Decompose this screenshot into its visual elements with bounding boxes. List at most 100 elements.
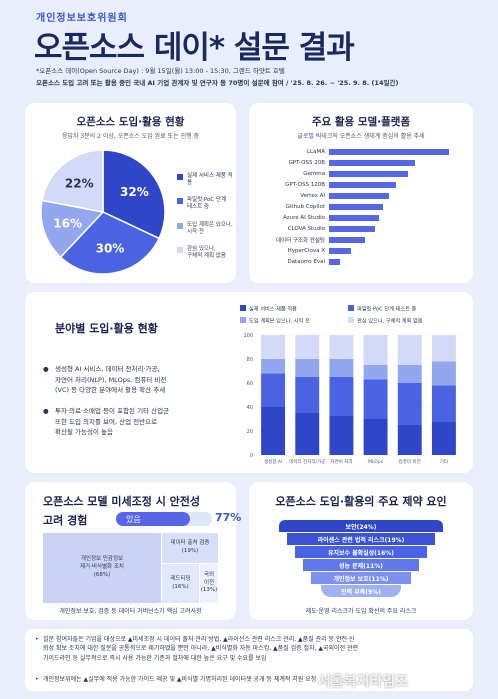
constraint-bar: 성능 문제(11%)	[303, 559, 419, 571]
stacked-bar-segment	[329, 377, 354, 416]
pie-slice	[59, 211, 161, 275]
model-bar-row: GPT-OSS 20B	[259, 159, 416, 167]
legend-label: 파일럿·PoC 단계 테스트 중	[357, 305, 417, 313]
bullet-dot: ●	[43, 407, 49, 415]
model-bar	[329, 193, 389, 199]
x-tick-label: 기타	[440, 458, 449, 465]
legend-swatch	[177, 246, 183, 253]
treemap-cell-privacy: 개인정보 민감정보 제거·비식별화 조치 (68%)	[43, 533, 161, 603]
constraint-bar: 개인정보 보호(11%)	[311, 572, 411, 584]
treemap-cell-transfer: 국외 이전 (13%)	[200, 564, 218, 603]
legend-label: 도입 계획은 있으나, 시작 전	[249, 317, 310, 325]
constraint-bar: 보안(24%)	[279, 520, 443, 532]
x-tick-label: 데이터 전처리/가공	[289, 458, 325, 465]
experience-yes-label: 있음	[126, 515, 141, 524]
model-bar-row: Github Copilot	[259, 203, 383, 211]
treemap-line: 데이터 출처 검증	[170, 540, 210, 547]
note-line: 뢰성 확보 조치에 대한 질문을 공통적으로 제기하였을 뿐만 아니라, ▲비식…	[43, 645, 359, 653]
experience-progress: 있음	[116, 512, 212, 526]
model-bar-label: 데이터 구조화 컨설팅	[275, 238, 325, 244]
treemap-line: 이전	[203, 579, 215, 586]
bullet-line: 투자·의료·소매업 등이 포함된 기타 산업군	[55, 407, 170, 415]
legend-swatch	[240, 305, 246, 311]
finetune-title: 오픈소스 모델 미세조정 시 안전성	[43, 495, 200, 508]
legend-swatch	[348, 317, 354, 323]
y-tick-label: 60	[247, 381, 253, 387]
legend-item: 파일럿·PoC 단계 테스트 중	[177, 197, 235, 211]
model-bar-row: Dataorro Eval	[259, 258, 340, 266]
model-bar-label: Azure AI Studio	[282, 215, 325, 221]
finetune-label: 고려 경험	[43, 514, 88, 527]
model-bar-label: CLOVA Studio	[287, 226, 325, 232]
model-bar	[329, 215, 380, 221]
treemap-line: (19%)	[181, 548, 199, 554]
note-item: • 개인정보위에는 ▲실무에 적용 가능한 가이드 제공 및 ▲비식별 가명처리…	[35, 675, 463, 684]
org-label: 개인정보보호위원회	[36, 13, 128, 24]
bullet-line: 또한 도입 의지를 보여, 산업 전반으로	[55, 417, 158, 426]
note-line: 가이드라인 등 실무적으로 즉시 사용 가능한 기준과 절차에 대한 높은 요구…	[43, 654, 267, 662]
stacked-bar-segment	[329, 359, 354, 377]
stacked-bar-segment	[363, 335, 388, 365]
survey-summary: 오픈소스 도입 고려 또는 활용 중인 국내 AI 기업 관계자 및 연구자 등…	[36, 79, 399, 87]
stacked-bar-segment	[397, 425, 422, 455]
sector-title: 분야별 도입·활용 현황	[55, 322, 158, 335]
constraint-bar: 유지보수 불확실성(16%)	[295, 546, 427, 558]
stacked-bar-segment	[295, 335, 320, 359]
legend-line: 구체적 계획 없음	[187, 252, 226, 259]
constraints-card: 오픈소스 도입·활용의 주요 제약 요인 보안(24%) 라이센스 관련 법적 …	[249, 482, 473, 620]
x-tick-label: 생성형 AI	[264, 458, 282, 465]
legend-line: 실제 서비스·제품 적용	[187, 173, 233, 187]
pie-value-label: 22%	[65, 176, 94, 190]
bullet-dot: •	[35, 676, 39, 683]
treemap-line: 제거·비식별화 조치	[80, 564, 124, 571]
pie-value-label: 30%	[96, 242, 125, 256]
stacked-bar-segment	[295, 413, 320, 455]
model-bar-row: GPT-OSS 120B	[259, 181, 397, 189]
models-title: 주요 활용 모델·플랫폼	[311, 116, 411, 128]
stacked-bar-segment	[363, 379, 388, 419]
model-bar-label: GPT-OSS 20B	[288, 160, 325, 166]
model-bar	[329, 149, 449, 155]
stacked-bar-segment	[397, 335, 422, 365]
legend-item: 실제 서비스·제품 적용	[177, 173, 235, 187]
stacked-bar-segment	[431, 335, 456, 362]
legend-line: 테스트 중	[187, 204, 209, 211]
stacked-bar-segment	[431, 385, 456, 422]
treemap-cell-redteam: 레드티밍 (16%)	[162, 564, 199, 603]
stacked-bar-segment	[431, 361, 456, 386]
finetune-card: 오픈소스 모델 미세조정 시 안전성 고려 경험 있음 77% 개인정보 민감정…	[25, 482, 241, 620]
pie-value-label: 16%	[53, 216, 82, 230]
model-bar	[329, 259, 340, 265]
model-bar	[329, 237, 365, 243]
bullet-line: 생성형 AI 서비스, 데이터 전처리·가공,	[55, 365, 160, 373]
model-bar-row: 데이터 구조화 컨설팅	[259, 236, 365, 244]
model-bar-row: Gemma	[259, 170, 409, 178]
finetune-footer: 개인정보 보호, 검증 등 데이터 거버넌스가 핵심 고려사항	[59, 608, 202, 615]
page-title: 오픈소스 데이* 설문 결과	[34, 30, 355, 66]
stacked-bar-segment	[363, 419, 388, 455]
legend-line: 도입 계획은 있으나,	[187, 221, 233, 228]
y-tick-label: 20	[247, 429, 253, 435]
legend-line: 관심 있으나,	[187, 245, 216, 252]
legend-line: 파일럿·PoC 단계	[187, 197, 227, 204]
model-bar	[329, 160, 416, 166]
bullet-line: (VC) 등 다양한 분야에서 활용 확산 추세	[55, 386, 166, 395]
model-bar-row: HyperClova X	[259, 247, 351, 255]
watermark: 서울복지타임즈	[318, 674, 409, 690]
event-note: *오픈소스 데이(Open Source Day) : 9월 15일(월) 13…	[36, 67, 285, 75]
y-tick-label: 100	[243, 333, 253, 339]
stacked-bar-segment	[363, 365, 388, 380]
legend-label: 관심 있으나, 구체적 계획 없음	[357, 317, 423, 325]
legend-swatch	[177, 198, 183, 205]
treemap-line: (13%)	[200, 587, 218, 594]
stacked-bar-segment	[397, 383, 422, 425]
x-tick-label: 자연어 처리	[330, 458, 352, 465]
model-bar-label: Vertex AI	[300, 193, 325, 199]
adoption-pie-chart: 32% 30% 16% 22%	[40, 149, 166, 275]
treemap-line: 개인정보 민감정보	[80, 556, 124, 563]
bullet-dot: •	[35, 636, 39, 643]
model-bar-label: GPT-OSS 120B	[285, 182, 325, 188]
model-bar-label: Github Copilot	[285, 204, 325, 210]
treemap-line: 국외	[203, 571, 215, 578]
